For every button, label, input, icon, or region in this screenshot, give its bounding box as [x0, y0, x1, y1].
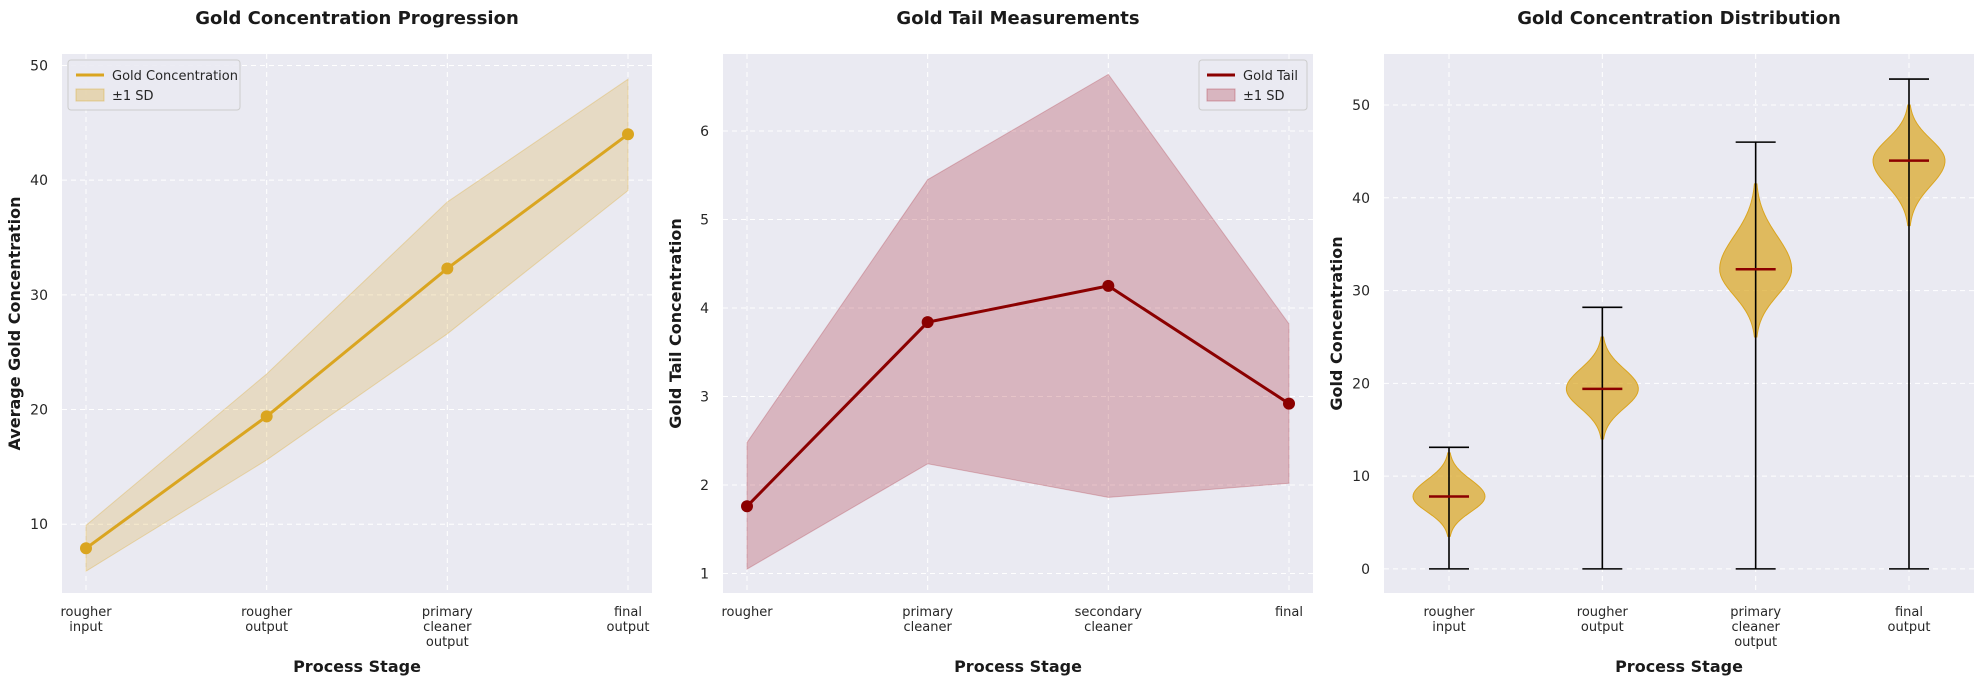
x-tick-label-line: primary	[902, 605, 953, 620]
plot-area	[1384, 54, 1974, 593]
series-line	[85, 133, 629, 550]
x-tick-label: rougher input	[1423, 605, 1475, 635]
x-tick-label-line: output	[607, 620, 650, 635]
y-tick-label: 20	[30, 403, 48, 419]
x-tick-label: rougher output	[241, 605, 293, 635]
data-point	[741, 500, 753, 513]
y-tick-label: 4	[700, 301, 709, 317]
x-tick-label: primary cleaner output	[1730, 605, 1781, 650]
y-tick-label: 10	[1352, 469, 1370, 485]
legend-band-swatch	[1206, 88, 1236, 102]
x-tick-label: final	[1275, 605, 1303, 620]
x-tick-label-line: final	[1275, 605, 1303, 620]
data-point	[1102, 279, 1115, 292]
x-tick-label: final output	[1888, 605, 1931, 635]
y-axis-label: Average Gold Concentration	[5, 197, 24, 451]
x-tick-label: rougher input	[60, 605, 112, 635]
x-tick-label: rougher output	[1577, 605, 1629, 635]
x-tick-label: secondary cleaner	[1075, 605, 1143, 635]
data-point	[80, 542, 92, 555]
data-point	[622, 128, 634, 141]
x-tick-label: rougher	[721, 605, 773, 620]
plot-area	[723, 54, 1313, 593]
x-tick-label: primary cleaner output	[422, 605, 473, 650]
legend-label: ±1 SD	[112, 89, 154, 104]
y-tick-label: 6	[700, 124, 709, 140]
x-tick-label-line: input	[69, 620, 102, 635]
sd-band	[746, 73, 1290, 570]
y-tick-label: 20	[1352, 376, 1370, 392]
y-tick-label: 50	[30, 58, 48, 74]
x-tick-label-line: final	[614, 605, 642, 620]
x-axis-label: Process Stage	[954, 657, 1082, 676]
chart-title: Gold Concentration Progression	[195, 8, 519, 29]
x-tick-label-line: output	[1581, 620, 1624, 635]
legend-box	[67, 59, 241, 111]
y-tick-label: 30	[30, 288, 48, 304]
legend: Gold Tail ±1 SD	[1198, 59, 1308, 111]
x-tick-label: final output	[607, 605, 650, 635]
y-tick-label: 50	[1352, 98, 1370, 114]
chart-title: Gold Tail Measurements	[896, 8, 1139, 29]
x-tick-label-line: output	[426, 635, 469, 650]
x-tick-label-line: output	[1888, 620, 1931, 635]
x-tick-label-line: final	[1895, 605, 1923, 620]
y-tick-label: 2	[700, 478, 709, 494]
y-tick-label: 5	[700, 213, 709, 229]
x-tick-label-line: rougher	[60, 605, 112, 620]
x-tick-label-line: cleaner	[904, 620, 953, 635]
x-tick-label-line: rougher	[1577, 605, 1629, 620]
x-tick-label-line: output	[1734, 635, 1777, 650]
x-tick-label-line: primary	[1730, 605, 1781, 620]
data-point	[1283, 397, 1295, 410]
legend-label: Gold Concentration	[112, 69, 238, 84]
x-tick-label: primary cleaner	[902, 605, 953, 635]
y-axis-label: Gold Tail Concentration	[666, 218, 685, 429]
y-tick-label: 40	[30, 173, 48, 189]
x-tick-label-line: rougher	[721, 605, 773, 620]
data-point	[441, 262, 454, 275]
x-axis-label: Process Stage	[1615, 657, 1743, 676]
x-tick-label-line: output	[245, 620, 288, 635]
x-tick-label-line: cleaner	[1084, 620, 1133, 635]
x-tick-label-line: input	[1432, 620, 1465, 635]
legend-label: ±1 SD	[1243, 89, 1285, 104]
y-tick-label: 1	[700, 567, 709, 583]
data-point	[260, 410, 273, 423]
legend-band-swatch	[75, 88, 105, 102]
legend: Gold Concentration ±1 SD	[67, 59, 241, 111]
x-tick-label-line: rougher	[1423, 605, 1475, 620]
series-line	[745, 284, 1290, 508]
plot-area	[62, 54, 652, 593]
y-tick-label: 10	[30, 517, 48, 533]
y-tick-label: 30	[1352, 284, 1370, 300]
data-point	[921, 316, 934, 329]
y-tick-label: 0	[1361, 562, 1370, 578]
y-axis-label: Gold Concentration	[1327, 236, 1346, 410]
y-tick-label: 40	[1352, 191, 1370, 207]
x-axis-label: Process Stage	[293, 657, 421, 676]
x-tick-label-line: rougher	[241, 605, 293, 620]
x-tick-label-line: cleaner	[423, 620, 472, 635]
x-tick-label-line: cleaner	[1732, 620, 1781, 635]
legend-box	[1198, 59, 1308, 111]
x-tick-label-line: primary	[422, 605, 473, 620]
chart-title: Gold Concentration Distribution	[1517, 8, 1841, 29]
legend-label: Gold Tail	[1243, 69, 1298, 84]
y-tick-label: 3	[700, 390, 709, 406]
x-tick-label-line: secondary	[1075, 605, 1143, 620]
